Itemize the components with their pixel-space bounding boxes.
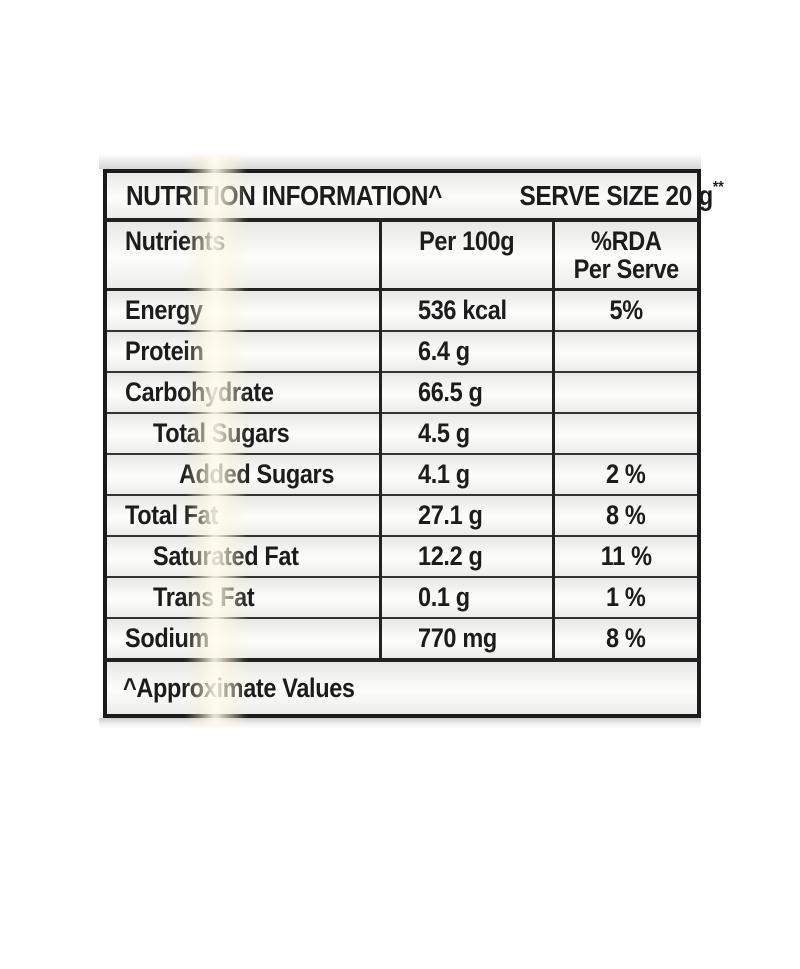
nutrient-label-cell: Total Sugars bbox=[105, 413, 380, 455]
table-title: NUTRITION INFORMATION^ bbox=[126, 179, 443, 211]
rda-value-cell: 8 % bbox=[551, 618, 699, 662]
rda-value-cell: 5% bbox=[551, 289, 699, 332]
table-body: Energy 536 kcal 5% Protein 6.4 g Carbohy… bbox=[105, 289, 699, 662]
rda-value-cell bbox=[551, 372, 699, 414]
rda-value-cell bbox=[551, 413, 699, 455]
column-header-per100g: Per 100g bbox=[378, 220, 553, 291]
nutrition-label: NUTRITION INFORMATION^ SERVE SIZE 20 g**… bbox=[99, 154, 724, 729]
title-cell: NUTRITION INFORMATION^ SERVE SIZE 20 g** bbox=[105, 171, 724, 222]
rda-value-cell: 8 % bbox=[551, 495, 699, 537]
nutrient-label-cell: Sodium bbox=[105, 618, 380, 662]
per100g-value-cell: 4.5 g bbox=[378, 413, 553, 455]
nutrient-label-cell: Saturated Fat bbox=[105, 536, 380, 578]
footnote-text: ^Approximate Values bbox=[123, 672, 355, 703]
serve-size-text: SERVE SIZE 20 g bbox=[519, 179, 714, 211]
table-row: Total Sugars 4.5 g bbox=[105, 413, 699, 455]
nutrient-label-cell: Carbohydrate bbox=[105, 372, 380, 414]
rda-value-cell: 2 % bbox=[551, 454, 699, 496]
nutrient-label-cell: Trans Fat bbox=[105, 577, 380, 619]
per100g-value-cell: 6.4 g bbox=[378, 331, 553, 373]
per100g-value-cell: 770 mg bbox=[378, 618, 553, 662]
title-row: NUTRITION INFORMATION^ SERVE SIZE 20 g** bbox=[105, 171, 724, 222]
serve-size-asterisks: ** bbox=[713, 179, 724, 197]
per100g-value-cell: 27.1 g bbox=[378, 495, 553, 537]
nutrient-label-cell: Total Fat bbox=[105, 495, 380, 537]
table-row: Added Sugars 4.1 g 2 % bbox=[105, 454, 699, 496]
table-row: Saturated Fat 12.2 g 11 % bbox=[105, 536, 699, 578]
rda-line2: Per Serve bbox=[573, 254, 679, 285]
page-background: NUTRITION INFORMATION^ SERVE SIZE 20 g**… bbox=[0, 154, 800, 729]
footnote-row: ^Approximate Values bbox=[105, 660, 699, 716]
serve-size: SERVE SIZE 20 g** bbox=[519, 179, 724, 211]
per100g-value-cell: 4.1 g bbox=[378, 454, 553, 496]
nutrient-label-cell: Energy bbox=[105, 289, 380, 332]
rda-value-cell: 11 % bbox=[551, 536, 699, 578]
rda-value-cell: 1 % bbox=[551, 577, 699, 619]
column-header-row: Nutrients Per 100g %RDA Per Serve bbox=[105, 220, 699, 291]
per100g-value-cell: 12.2 g bbox=[378, 536, 553, 578]
table-row: Carbohydrate 66.5 g bbox=[105, 372, 699, 414]
per100g-value-cell: 66.5 g bbox=[378, 372, 553, 414]
column-header-nutrients: Nutrients bbox=[105, 220, 380, 291]
table-row: Energy 536 kcal 5% bbox=[105, 289, 699, 332]
rda-value-cell bbox=[551, 331, 699, 373]
table-row: Total Fat 27.1 g 8 % bbox=[105, 495, 699, 537]
column-header-rda: %RDA Per Serve bbox=[551, 220, 699, 291]
table-row: Sodium 770 mg 8 % bbox=[105, 618, 699, 662]
footnote-cell: ^Approximate Values bbox=[105, 660, 699, 716]
per100g-value-cell: 536 kcal bbox=[378, 289, 553, 332]
table-row: Trans Fat 0.1 g 1 % bbox=[105, 577, 699, 619]
nutrient-label-cell: Added Sugars bbox=[105, 454, 380, 496]
nutrition-table: NUTRITION INFORMATION^ SERVE SIZE 20 g**… bbox=[103, 169, 724, 718]
rda-line1: %RDA bbox=[590, 226, 662, 256]
per100g-value-cell: 0.1 g bbox=[378, 577, 553, 619]
table-row: Protein 6.4 g bbox=[105, 331, 699, 373]
nutrient-label-cell: Protein bbox=[105, 331, 380, 373]
